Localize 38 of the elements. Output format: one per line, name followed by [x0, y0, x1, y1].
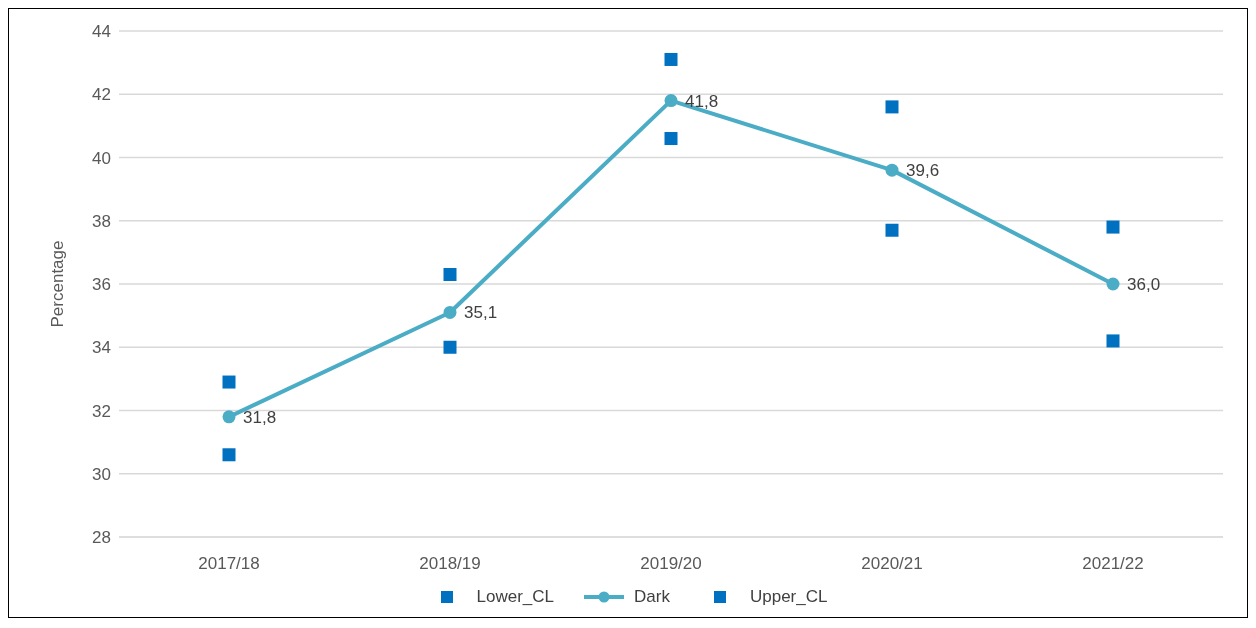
- y-tick-label: 44: [92, 22, 111, 42]
- data-label: 41,8: [685, 91, 719, 111]
- point: [443, 340, 457, 354]
- x-tick-label: 2017/18: [198, 554, 260, 574]
- x-tick-label: 2018/19: [419, 554, 481, 574]
- y-axis-title: Percentage: [48, 240, 68, 328]
- y-tick-label: 28: [92, 528, 111, 548]
- point: [664, 132, 678, 146]
- point: [222, 448, 236, 462]
- point: [1106, 334, 1120, 348]
- y-tick-label: 30: [92, 464, 111, 484]
- point: [885, 163, 899, 177]
- y-tick-label: 36: [92, 275, 111, 295]
- point: [1106, 277, 1120, 291]
- y-tick-label: 40: [92, 148, 111, 168]
- data-label: 36,0: [1127, 275, 1161, 294]
- point: [443, 305, 457, 319]
- y-tick-label: 42: [92, 85, 111, 105]
- point: [664, 94, 678, 108]
- x-tick-label: 2020/21: [861, 554, 923, 574]
- y-tick-label: 34: [92, 338, 111, 358]
- legend-label: Upper_CL: [749, 587, 828, 607]
- legend-label: Dark: [634, 587, 670, 607]
- y-tick-label: 38: [92, 211, 111, 231]
- data-label: 39,6: [906, 161, 940, 181]
- y-tick-label: 32: [92, 401, 111, 421]
- data-label: 31,8: [243, 407, 277, 427]
- point: [443, 268, 457, 282]
- point: [222, 375, 236, 389]
- point: [664, 52, 678, 66]
- data-label: 35,1: [464, 303, 498, 323]
- point: [885, 223, 899, 237]
- point: [1106, 220, 1120, 234]
- legend-label: Lower_CL: [476, 587, 555, 607]
- point: [222, 410, 236, 424]
- x-tick-label: 2019/20: [640, 554, 702, 574]
- x-tick-label: 2021/22: [1082, 554, 1144, 574]
- point: [885, 100, 899, 114]
